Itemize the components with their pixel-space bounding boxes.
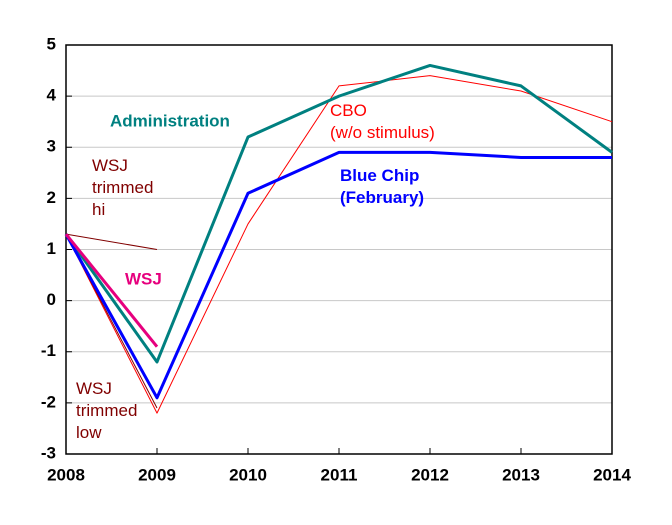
series-label: WSJ trimmed hi bbox=[92, 156, 158, 219]
plot-frame bbox=[65, 44, 613, 455]
series-label: Administration bbox=[110, 111, 230, 130]
series-line bbox=[64, 63, 613, 364]
x-tick-label: 2008 bbox=[47, 465, 85, 484]
x-tick-label: 2011 bbox=[321, 465, 358, 484]
series-label: WSJ bbox=[125, 269, 162, 288]
y-tick-label: -3 bbox=[41, 443, 56, 462]
x-tick-label: 2010 bbox=[229, 465, 267, 484]
x-tick-label: 2009 bbox=[138, 465, 176, 484]
y-tick-label: -2 bbox=[41, 392, 56, 411]
y-tick-label: 2 bbox=[47, 188, 56, 207]
x-tick-label: 2013 bbox=[502, 465, 540, 484]
series-line bbox=[65, 233, 158, 250]
series-label: WSJ trimmed low bbox=[76, 379, 142, 442]
y-tick-label: 3 bbox=[47, 137, 56, 156]
x-tick-label: 2012 bbox=[411, 465, 449, 484]
series-line bbox=[65, 75, 613, 414]
y-tick-label: 5 bbox=[47, 34, 56, 53]
series-label: Blue Chip (February) bbox=[340, 166, 424, 207]
y-tick-label: 4 bbox=[47, 86, 57, 105]
y-tick-label: -1 bbox=[41, 341, 56, 360]
series-line bbox=[64, 150, 612, 400]
y-tick-label: 1 bbox=[47, 239, 56, 258]
x-tick-label: 2014 bbox=[593, 465, 631, 484]
series-label: CBO (w/o stimulus) bbox=[330, 101, 435, 142]
y-tick-label: 0 bbox=[47, 290, 56, 309]
series-line bbox=[64, 233, 159, 348]
